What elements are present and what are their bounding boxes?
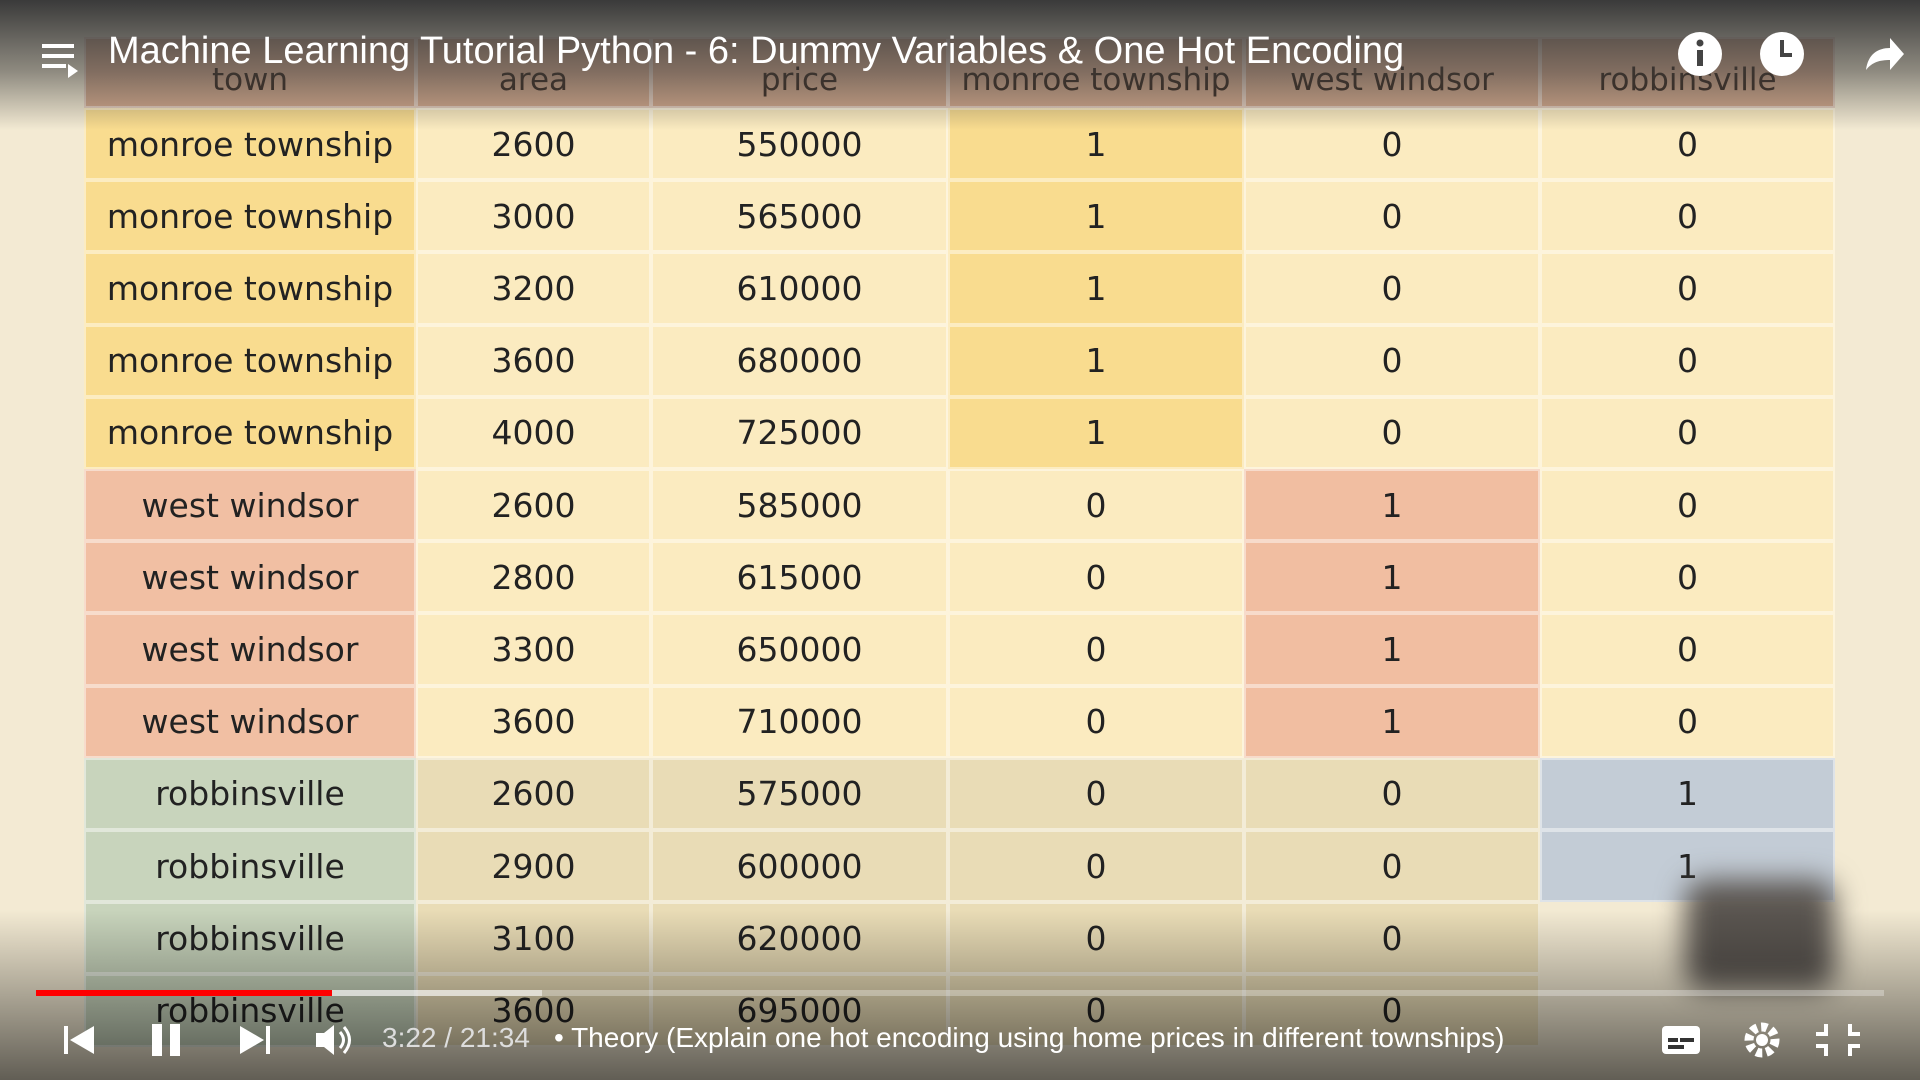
value-cell: 0 [1540,541,1835,614]
playback-controls[interactable] [60,1018,360,1062]
value-cell: 1 [1244,469,1540,542]
town-cell: west windsor [84,541,416,614]
value-cell: 0 [948,830,1244,903]
value-cell: 1 [948,324,1244,397]
value-cell: 4000 [416,396,651,469]
value-cell: 0 [1540,613,1835,686]
value-cell: 0 [1540,685,1835,758]
buffered [332,990,542,996]
value-cell: 600000 [651,830,948,903]
value-cell: 3600 [416,324,651,397]
value-cell: 0 [948,757,1244,830]
town-cell: robbinsville [84,830,416,903]
value-cell: 565000 [651,180,948,253]
town-cell: west windsor [84,613,416,686]
town-cell: west windsor [84,685,416,758]
value-cell: 0 [1540,469,1835,542]
value-cell: 0 [948,469,1244,542]
value-cell: 585000 [651,469,948,542]
value-cell: 0 [1244,252,1540,325]
value-cell: 0 [1244,180,1540,253]
value-cell: 610000 [651,252,948,325]
value-cell: 2600 [416,757,651,830]
value-cell: 680000 [651,324,948,397]
menu-icon[interactable] [38,38,82,82]
time-display: 3:22 / 21:34 [382,1022,530,1053]
value-cell: 3300 [416,613,651,686]
value-cell: 1 [1540,757,1835,830]
value-cell: 1 [1244,541,1540,614]
value-cell: 615000 [651,541,948,614]
value-cell: 1 [948,252,1244,325]
value-cell: 2900 [416,830,651,903]
top-icons[interactable] [1676,30,1906,80]
value-cell: 0 [1540,252,1835,325]
played [36,990,332,996]
value-cell: 0 [1244,396,1540,469]
value-cell: 0 [1540,396,1835,469]
value-cell: 0 [1540,324,1835,397]
value-cell: 0 [948,613,1244,686]
value-cell: 1 [1244,685,1540,758]
value-cell: 2600 [416,469,651,542]
value-cell: 0 [1244,830,1540,903]
chapter-title[interactable]: • Theory (Explain one hot encoding using… [554,1022,1505,1053]
value-cell: 0 [948,685,1244,758]
town-cell: west windsor [84,469,416,542]
top-gradient [0,0,1920,130]
value-cell: 0 [948,541,1244,614]
value-cell: 725000 [651,396,948,469]
video-title[interactable]: Machine Learning Tutorial Python - 6: Du… [108,30,1405,72]
town-cell: robbinsville [84,757,416,830]
town-cell: monroe township [84,180,416,253]
value-cell: 575000 [651,757,948,830]
value-cell: 2800 [416,541,651,614]
value-cell: 0 [1244,324,1540,397]
value-cell: 3200 [416,252,651,325]
right-controls[interactable] [1660,1018,1900,1062]
town-cell: monroe township [84,324,416,397]
progress-bar[interactable] [36,990,1884,996]
value-cell: 0 [1244,757,1540,830]
town-cell: monroe township [84,252,416,325]
value-cell: 3000 [416,180,651,253]
value-cell: 1 [1244,613,1540,686]
value-cell: 650000 [651,613,948,686]
value-cell: 1 [948,180,1244,253]
town-cell: monroe township [84,396,416,469]
value-cell: 1 [948,396,1244,469]
value-cell: 0 [1540,180,1835,253]
value-cell: 710000 [651,685,948,758]
value-cell: 3600 [416,685,651,758]
